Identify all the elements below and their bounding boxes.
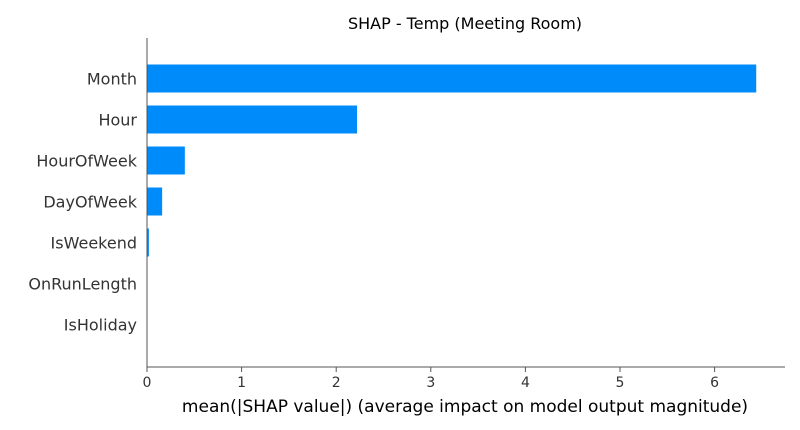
- x-tick-label: 1: [237, 375, 246, 391]
- x-tick-label: 6: [710, 375, 719, 391]
- bar-dayofweek: [147, 187, 163, 216]
- bar-month: [147, 64, 757, 93]
- category-label-isweekend: IsWeekend: [51, 234, 137, 253]
- bars-group: [147, 64, 757, 257]
- bar-isweekend: [147, 228, 149, 257]
- bar-hour: [147, 105, 358, 134]
- x-tick-label: 5: [616, 375, 625, 391]
- x-tick-label: 0: [143, 375, 152, 391]
- bar-hourofweek: [147, 146, 185, 175]
- category-labels: Month Hour HourOfWeek DayOfWeek IsWeekend OnR…: [28, 70, 137, 335]
- chart-title: SHAP - Temp (Meeting Room): [348, 14, 582, 33]
- x-tick-label: 2: [332, 375, 341, 391]
- x-ticks: 0 1 2 3 4 5 6: [143, 367, 719, 391]
- x-tick-label: 4: [521, 375, 530, 391]
- category-label-onrunlength: OnRunLength: [28, 275, 137, 294]
- x-tick-label: 3: [426, 375, 435, 391]
- category-label-month: Month: [87, 70, 137, 89]
- category-label-hourofweek: HourOfWeek: [36, 152, 137, 171]
- category-label-hour: Hour: [98, 111, 137, 130]
- category-label-isholiday: IsHoliday: [64, 316, 137, 335]
- category-label-dayofweek: DayOfWeek: [43, 193, 137, 212]
- x-axis-label: mean(|SHAP value|) (average impact on mo…: [182, 397, 748, 417]
